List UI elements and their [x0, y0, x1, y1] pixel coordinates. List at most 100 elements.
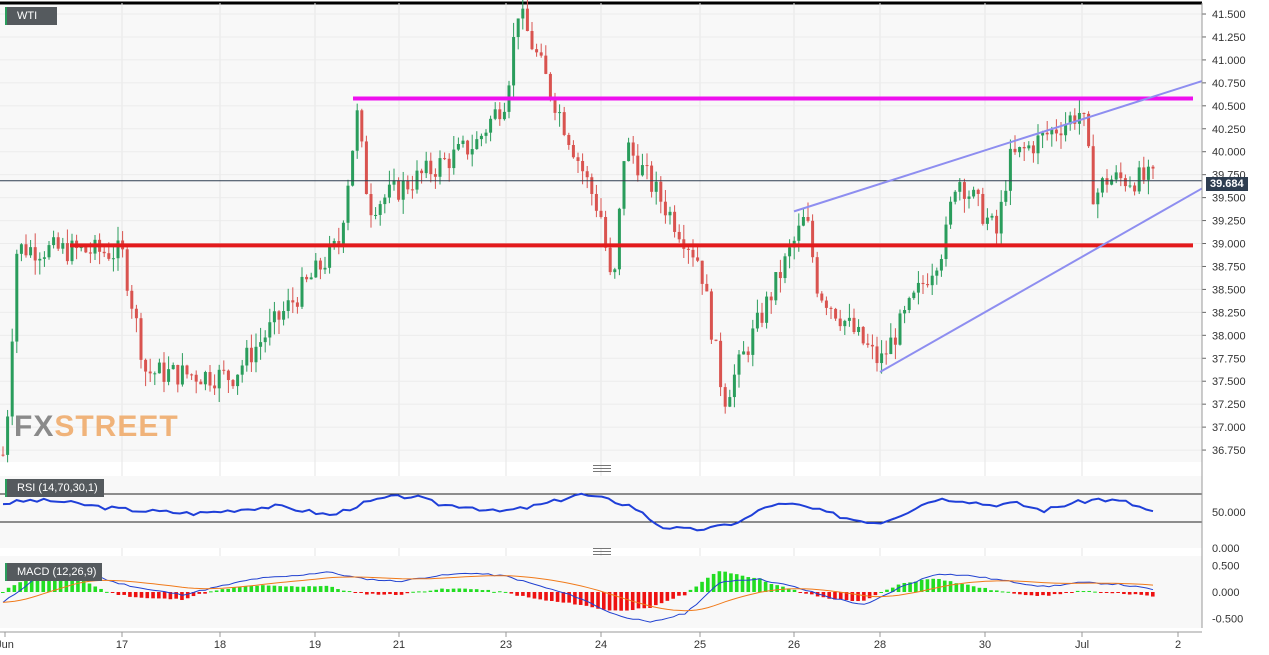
macd-histogram-bar — [1, 592, 5, 593]
macd-histogram-bar — [526, 592, 531, 598]
candle-body — [291, 300, 295, 303]
candle-body — [19, 244, 23, 254]
macd-histogram-bar — [81, 580, 86, 592]
x-tick-label: Jul — [1075, 639, 1089, 651]
candle-body — [544, 55, 548, 74]
candle-body — [153, 373, 157, 375]
macd-histogram-bar — [313, 586, 317, 592]
main-panel: 41.500 41.250 41.000 40.750 40.500 40.250 40.0… — [0, 0, 1246, 628]
candle-body — [521, 8, 525, 19]
macd-indicator-label[interactable]: MACD (12,26,9) — [5, 563, 103, 581]
candle-body — [622, 161, 626, 209]
y-tick-label: 37.000 — [1212, 422, 1246, 434]
macd-histogram-bar — [226, 588, 230, 592]
panel-resize-handle[interactable] — [593, 548, 611, 555]
candle-body — [406, 180, 410, 190]
rsi-tick-label: 50.000 — [1212, 507, 1246, 519]
candle-body — [705, 283, 709, 292]
macd-histogram-bar — [185, 592, 190, 599]
rsi-indicator-label[interactable]: RSI (14,70,30,1) — [5, 479, 104, 497]
macd-line — [2, 565, 1154, 623]
candle-body — [939, 259, 943, 271]
macd-histogram-bar — [648, 592, 652, 608]
y-tick-label: 37.250 — [1212, 399, 1246, 411]
candle-body — [1119, 172, 1123, 179]
macd-histogram-bar — [1046, 592, 1051, 596]
candle-body — [645, 165, 649, 167]
candle-body — [10, 341, 14, 417]
macd-histogram-bar — [1093, 591, 1097, 593]
candle-body — [1013, 148, 1017, 153]
macd-histogram-bar — [919, 579, 924, 592]
candle-body — [42, 257, 46, 259]
macd-histogram-bar — [763, 581, 768, 592]
macd-histogram-bar — [873, 592, 878, 596]
macd-histogram-bar — [602, 592, 606, 610]
candle-body — [249, 347, 253, 363]
candle-body — [1031, 145, 1035, 154]
candle-body — [392, 180, 396, 185]
macd-histogram-bar — [191, 592, 196, 597]
candle-body — [576, 157, 580, 161]
candle-body — [180, 365, 184, 385]
x-tick-label: Jun — [0, 639, 14, 651]
candle-body — [613, 269, 617, 273]
watermark-fx: FX — [14, 410, 55, 443]
x-tick-label: 2 — [1175, 639, 1181, 651]
candle-body — [52, 237, 56, 246]
candle-body — [972, 189, 976, 197]
macd-histogram-bar — [549, 592, 554, 601]
candle-body — [525, 8, 529, 32]
macd-histogram-bar — [521, 592, 525, 596]
symbol-label[interactable]: WTI — [5, 7, 57, 25]
macd-histogram-bar — [1018, 592, 1022, 595]
macd-histogram-bar — [989, 590, 993, 592]
candle-body — [1008, 148, 1012, 191]
candle-body — [1064, 124, 1068, 136]
candlestick-series — [1, 0, 1155, 463]
macd-histogram-bar — [1023, 592, 1028, 596]
candle-body — [1087, 113, 1091, 147]
candle-body — [843, 320, 847, 327]
macd-histogram-bar — [399, 592, 404, 595]
candle-body — [857, 326, 861, 333]
macd-tick-label: -0.500 — [1212, 613, 1243, 625]
macd-histogram-bar — [451, 588, 456, 592]
macd-histogram-bar — [35, 573, 40, 592]
candle-body — [277, 311, 281, 320]
candle-body — [226, 370, 230, 381]
macd-histogram-bar — [821, 592, 826, 598]
candle-body — [190, 374, 194, 376]
candle-body — [1027, 145, 1031, 149]
candle-body — [1, 454, 5, 456]
candle-body — [300, 276, 304, 307]
candle-body — [254, 346, 258, 363]
candle-body — [811, 220, 815, 258]
macd-histogram-bar — [625, 592, 629, 611]
macd-histogram-bar — [359, 592, 363, 593]
candle-body — [668, 211, 672, 216]
candle-body — [314, 260, 318, 278]
candle-body — [475, 139, 479, 150]
macd-histogram-bar — [1070, 592, 1074, 593]
candle-body — [461, 140, 465, 145]
macd-histogram-bar — [162, 592, 167, 599]
candle-body — [916, 282, 920, 293]
candle-body — [801, 217, 805, 226]
macd-histogram-bar — [879, 591, 883, 593]
macd-histogram-bar — [463, 588, 467, 592]
candle-body — [466, 140, 470, 155]
candle-body — [599, 210, 603, 217]
panel-resize-handle[interactable] — [593, 465, 611, 472]
macd-histogram-bar — [318, 586, 323, 592]
candle-body — [815, 257, 819, 294]
macd-histogram-bar — [255, 585, 259, 592]
candle-body — [102, 251, 106, 254]
macd-histogram-bar — [249, 585, 254, 592]
macd-histogram-bar — [752, 577, 756, 592]
macd-histogram-bar — [1127, 592, 1132, 595]
macd-histogram-bar — [1058, 592, 1063, 595]
macd-histogram-bar — [295, 586, 300, 592]
candle-body — [880, 353, 884, 364]
time-axis: Jun 17 18 19 21 23 24 25 26 28 30 Jul 2 — [0, 632, 1181, 651]
